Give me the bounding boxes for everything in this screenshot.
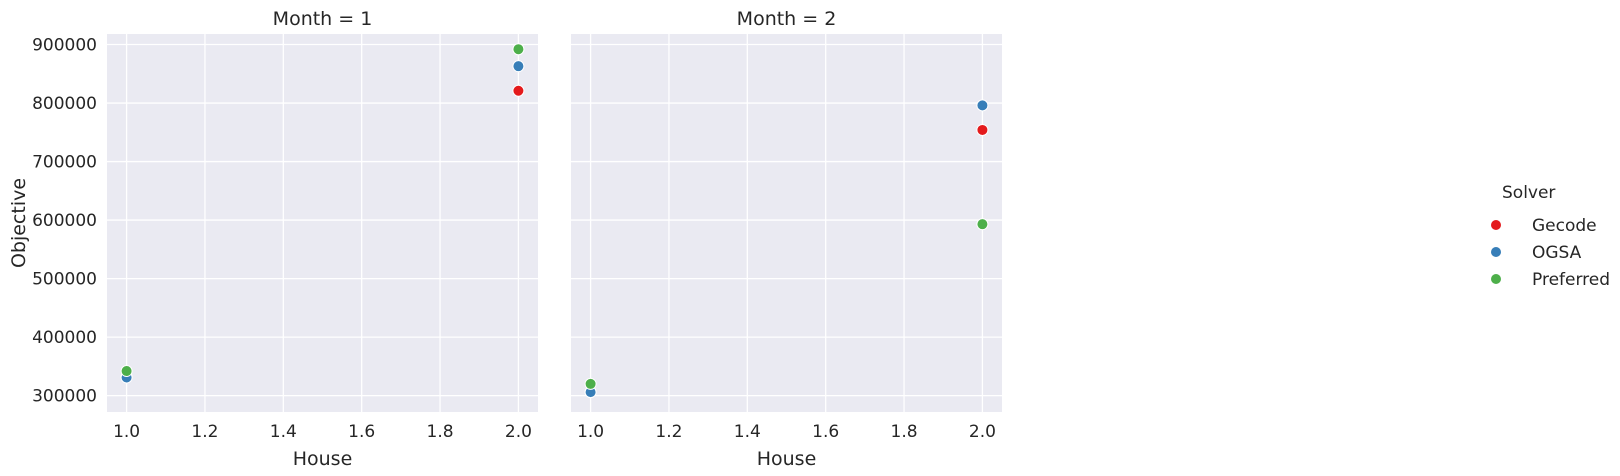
x-tick-label: 1.6 xyxy=(348,422,375,442)
legend-title: Solver xyxy=(1502,183,1555,203)
x-tick-label: 2.0 xyxy=(505,422,532,442)
x-tick-labels: 1.0 1.2 1.4 1.6 1.8 2.0 xyxy=(113,422,532,442)
y-tick-label: 300000 xyxy=(32,387,97,407)
point-preferred xyxy=(120,365,133,378)
y-tick-label: 600000 xyxy=(32,211,97,231)
point-gecode xyxy=(976,123,989,136)
gridlines xyxy=(107,34,538,412)
panel-title: Month = 1 xyxy=(273,8,373,30)
legend-label-ogsa: OGSA xyxy=(1532,243,1582,263)
y-axis-label: Objective xyxy=(8,178,30,268)
x-tick-label: 1.4 xyxy=(734,422,761,442)
panel-month-2: 1.0 1.2 1.4 1.6 1.8 2.0 Month = 2 House xyxy=(571,8,1002,470)
legend-label-gecode: Gecode xyxy=(1532,216,1597,236)
x-tick-label: 1.2 xyxy=(655,422,682,442)
panel-title: Month = 2 xyxy=(737,8,837,30)
x-tick-labels: 1.0 1.2 1.4 1.6 1.8 2.0 xyxy=(577,422,996,442)
x-tick-label: 1.8 xyxy=(891,422,918,442)
x-axis-label: House xyxy=(293,448,353,470)
legend-marker-preferred xyxy=(1491,274,1501,284)
scatter-points xyxy=(120,43,525,384)
x-tick-label: 2.0 xyxy=(969,422,996,442)
legend-marker-gecode xyxy=(1491,220,1501,230)
y-tick-label: 800000 xyxy=(32,94,97,114)
x-tick-label: 1.2 xyxy=(191,422,218,442)
plot-area xyxy=(107,34,538,412)
point-gecode xyxy=(512,84,525,97)
x-axis-label: House xyxy=(757,448,817,470)
x-tick-label: 1.4 xyxy=(270,422,297,442)
legend-label-preferred: Preferred xyxy=(1532,270,1610,290)
y-tick-label: 500000 xyxy=(32,270,97,290)
y-tick-label: 700000 xyxy=(32,153,97,173)
y-tick-labels: 300000 400000 500000 600000 700000 800000 9000… xyxy=(32,36,97,407)
point-preferred xyxy=(976,218,989,231)
plot-area xyxy=(571,34,1002,412)
x-tick-label: 1.8 xyxy=(427,422,454,442)
panel-month-1: 1.0 1.2 1.4 1.6 1.8 2.0 300000 400000 500000 600… xyxy=(8,8,538,470)
x-tick-label: 1.0 xyxy=(113,422,140,442)
legend-marker-ogsa xyxy=(1491,247,1501,257)
y-tick-label: 900000 xyxy=(32,36,97,56)
scatter-points xyxy=(584,99,989,399)
point-ogsa xyxy=(512,60,525,73)
x-tick-label: 1.0 xyxy=(577,422,604,442)
x-tick-label: 1.6 xyxy=(812,422,839,442)
y-tick-label: 400000 xyxy=(32,328,97,348)
point-preferred xyxy=(512,43,525,56)
point-preferred xyxy=(584,377,597,390)
point-ogsa xyxy=(976,99,989,112)
legend: Solver Gecode OGSA Preferred xyxy=(1491,183,1610,290)
